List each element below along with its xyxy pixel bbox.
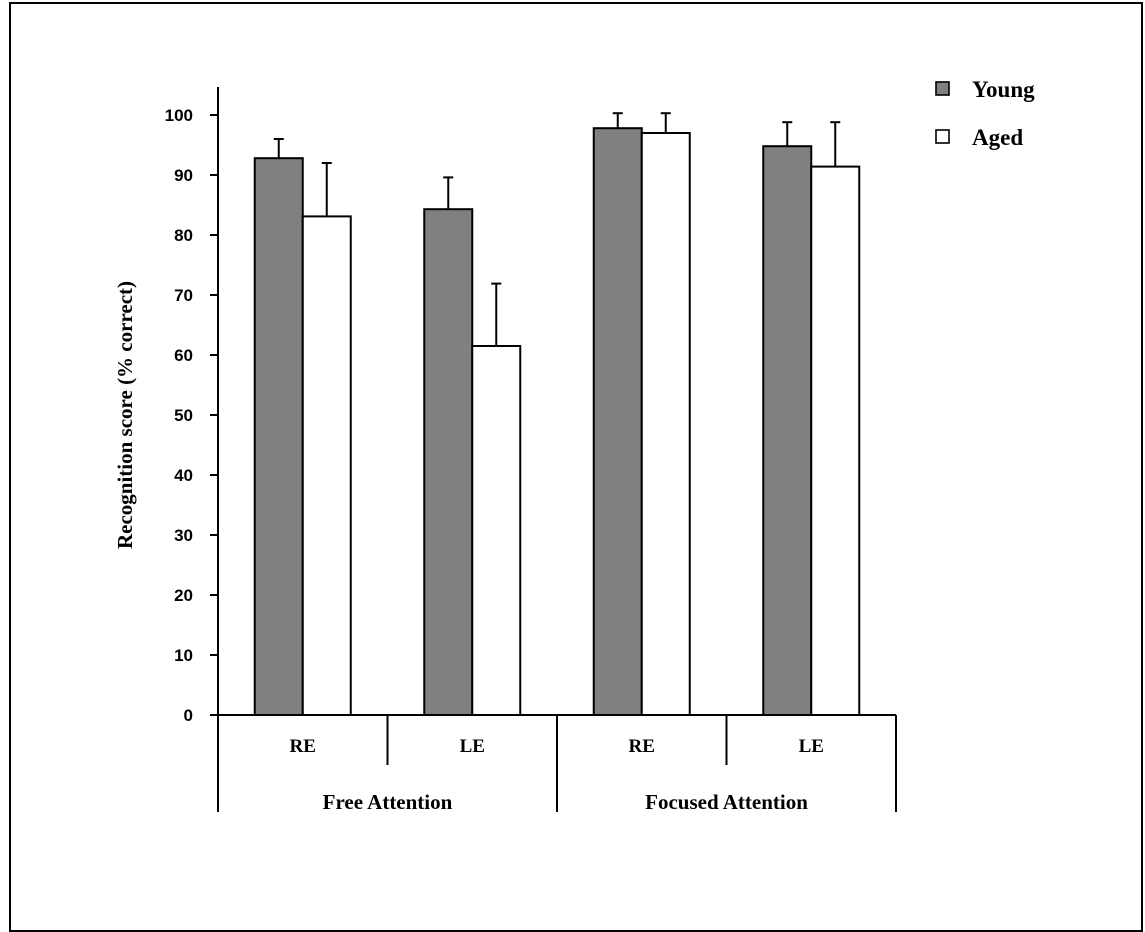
category-label: RE	[629, 736, 655, 757]
bar-young	[253, 157, 304, 716]
bar-aged	[810, 165, 861, 717]
bar-chart: 0 10 20 30 40 50 60 70 80 90 100 RE LE RE LE Free Atten…	[113, 77, 1035, 814]
bar-aged	[471, 345, 522, 716]
y-tick-label: 50	[174, 406, 193, 425]
legend-swatch-young	[935, 81, 950, 96]
y-tick-label: 20	[174, 586, 193, 605]
y-tick-label: 30	[174, 526, 193, 545]
bar-young	[762, 145, 813, 716]
y-tick-label: 80	[174, 226, 193, 245]
y-tick-label: 10	[174, 646, 193, 665]
bar-aged	[640, 132, 691, 716]
bar-young	[423, 208, 474, 716]
category-label: LE	[460, 736, 485, 757]
y-tick-label: 60	[174, 346, 193, 365]
bars	[253, 112, 861, 717]
y-tick-label: 0	[184, 706, 193, 725]
bar-aged	[301, 215, 352, 716]
bar-young	[592, 127, 643, 716]
legend-swatch-aged	[935, 129, 950, 144]
legend-label-aged: Aged	[972, 125, 1023, 150]
group-label: Free Attention	[323, 790, 453, 814]
y-tick-label: 70	[174, 286, 193, 305]
y-tick-label: 90	[174, 166, 193, 185]
category-label: LE	[799, 736, 824, 757]
legend: Young Aged	[935, 77, 1035, 150]
y-axis-title: Recognition score (% correct)	[113, 281, 137, 549]
chart-frame	[9, 2, 1143, 932]
group-label: Focused Attention	[645, 790, 808, 814]
category-label: RE	[290, 736, 316, 757]
legend-label-young: Young	[972, 77, 1035, 102]
y-tick-label: 40	[174, 466, 193, 485]
y-tick-label: 100	[165, 106, 193, 125]
labels: 0 10 20 30 40 50 60 70 80 90 100 RE LE RE LE Free Atten…	[165, 106, 824, 814]
